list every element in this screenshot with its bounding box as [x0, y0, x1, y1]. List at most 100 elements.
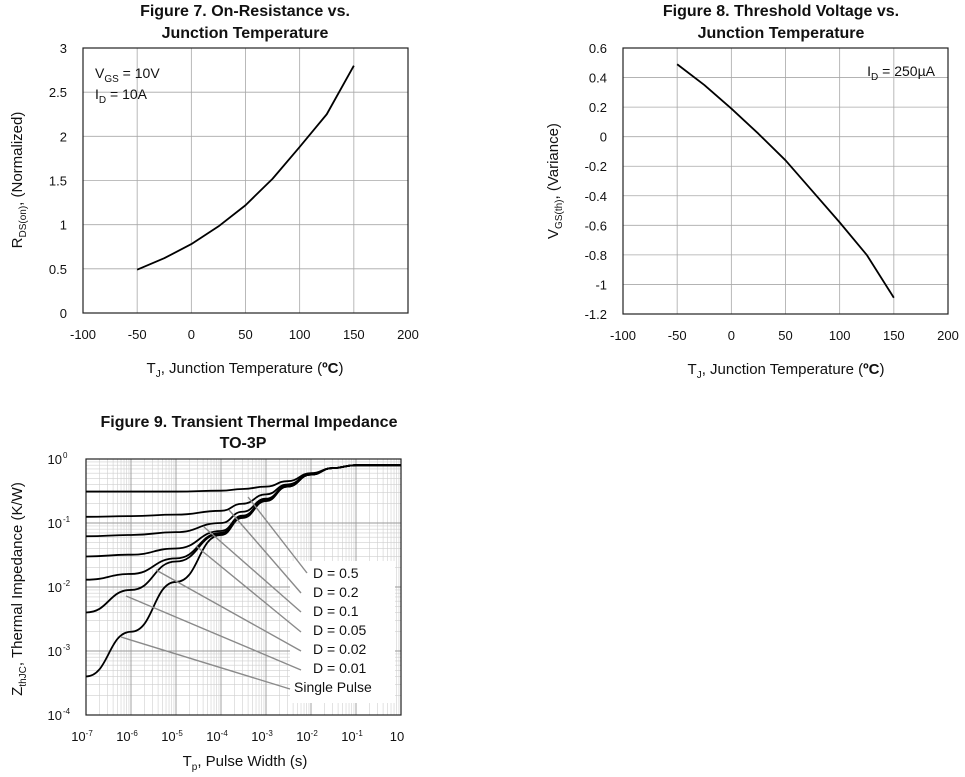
x-axis-label: TJ, Junction Temperature (ºC) — [688, 361, 885, 381]
condition-annotation: ID = 250µA — [867, 63, 936, 83]
y-tick-label: -0.4 — [585, 189, 607, 204]
label-main: Z — [9, 687, 26, 696]
chart-title-line: TO-3P — [220, 435, 267, 452]
legend-label: D = 0.01 — [313, 660, 367, 676]
label-rest: , Junction Temperature ( — [702, 361, 863, 378]
chart-title-line: Figure 7. On-Resistance vs. — [140, 3, 350, 20]
tick-exponent: -2 — [63, 579, 71, 588]
x-tick-label: 10-4 — [206, 729, 228, 744]
label-rest: = 250µA — [878, 63, 935, 79]
y-tick-label: 0.6 — [589, 41, 607, 56]
label-main: V — [545, 229, 562, 239]
figure-9-transient-thermal-impedance-chart: Figure 9. Transient Thermal Impedance TO-… — [9, 414, 404, 773]
data-series-line — [136, 65, 355, 271]
y-tick-label: 2 — [60, 129, 67, 144]
chart-title-line: Junction Temperature — [698, 25, 865, 42]
label-subscript: DS(on) — [18, 206, 29, 238]
x-tick-label: 0 — [728, 328, 735, 343]
x-tick-label: 10-6 — [116, 729, 138, 744]
x-tick-label: 200 — [397, 327, 419, 342]
tick-exponent: -2 — [311, 729, 319, 738]
y-axis-label: VGS(th), (Variance) — [545, 123, 565, 239]
tick-exponent: -6 — [131, 729, 139, 738]
label-main: R — [9, 237, 26, 248]
label-subscript: J — [697, 370, 702, 381]
tick-base: 10 — [48, 516, 62, 531]
legend-background — [290, 561, 395, 703]
plot-frame — [82, 47, 409, 314]
legend-label: D = 0.2 — [313, 584, 359, 600]
figure-7-on-resistance-chart: Figure 7. On-Resistance vs. Junction Temp… — [9, 3, 419, 380]
x-tick-label: -100 — [70, 327, 96, 342]
label-rest: = 10V — [119, 65, 161, 81]
label-main: I — [867, 63, 871, 79]
y-tick-label: 0.2 — [589, 100, 607, 115]
y-tick-label: -1.2 — [585, 307, 607, 322]
x-tick-label: 10-1 — [341, 729, 363, 744]
label-main: T — [183, 753, 192, 770]
tick-exponent: -4 — [221, 729, 229, 738]
y-tick-label: -1 — [595, 277, 607, 292]
x-tick-label: -50 — [668, 328, 687, 343]
x-tick-label: 10-2 — [296, 729, 318, 744]
tick-base: 10 — [48, 708, 62, 723]
x-tick-label: 50 — [778, 328, 792, 343]
y-tick-label: 0 — [600, 130, 607, 145]
tick-exponent: -5 — [176, 729, 184, 738]
tick-exponent: -1 — [63, 515, 71, 524]
legend-label: D = 0.1 — [313, 603, 359, 619]
tick-base: 10 — [206, 729, 220, 744]
y-tick-label: 10 — [48, 452, 62, 467]
y-tick-label: 0.4 — [589, 71, 607, 86]
y-tick-label: 10 — [48, 580, 62, 595]
tick-base: 10 — [251, 729, 265, 744]
legend-label: Single Pulse — [294, 679, 372, 695]
label-rest: , Junction Temperature ( — [161, 360, 322, 377]
x-tick-label: 10-7 — [71, 729, 93, 744]
label-rest: , Thermal Impedance (K/W) — [9, 482, 26, 666]
y-tick-label: -0.6 — [585, 218, 607, 233]
label-main: T — [147, 360, 156, 377]
y-tick-label: -0.2 — [585, 159, 607, 174]
y-tick-label: 0 — [60, 306, 67, 321]
x-tick-label: 100 — [289, 327, 311, 342]
x-tick-label: 50 — [238, 327, 252, 342]
y-tick-label: 2.5 — [49, 85, 67, 100]
tick-exponent: -3 — [63, 643, 71, 652]
x-tick-label: 0 — [188, 327, 195, 342]
plot-frame — [85, 458, 402, 716]
legend-label: D = 0.02 — [313, 641, 367, 657]
y-axis-label: ZthJC, Thermal Impedance (K/W) — [9, 482, 29, 696]
label-subscript: p — [192, 762, 198, 773]
x-tick-label: 10 — [390, 729, 404, 744]
legend-leader-line — [247, 496, 308, 574]
label-main: I — [95, 86, 99, 102]
chart-title-line: Figure 8. Threshold Voltage vs. — [663, 3, 899, 20]
y-tick-label: 3 — [60, 41, 67, 56]
label-close: ) — [879, 361, 884, 378]
tick-exponent: -7 — [86, 729, 94, 738]
legend-label: D = 0.05 — [313, 622, 367, 638]
tick-exponent: -3 — [266, 729, 274, 738]
plot-frame — [622, 47, 949, 315]
condition-annotation: ID = 10A — [95, 86, 148, 106]
x-tick-label: -50 — [128, 327, 147, 342]
y-tick-label: 10 — [48, 644, 62, 659]
data-series-line — [676, 63, 895, 299]
x-axis-label: Tp, Pulse Width (s) — [183, 753, 308, 773]
figure-8-threshold-voltage-chart: Figure 8. Threshold Voltage vs. Junction … — [545, 3, 959, 381]
legend-leader-line — [120, 636, 291, 690]
tick-base: 10 — [341, 729, 355, 744]
x-axis-label: TJ, Junction Temperature (ºC) — [147, 360, 344, 380]
tick-base: 10 — [48, 452, 62, 467]
label-subscript: GS(th) — [554, 199, 565, 228]
x-tick-label: 10-3 — [251, 729, 273, 744]
chart-title-line: Junction Temperature — [162, 25, 329, 42]
y-tick-label: 1 — [60, 218, 67, 233]
legend-leader-line — [155, 569, 302, 652]
label-rest: , (Normalized) — [9, 112, 26, 206]
x-tick-label: 10-5 — [161, 729, 183, 744]
label-subscript: D — [99, 95, 106, 106]
label-unit: ºC — [863, 361, 879, 378]
